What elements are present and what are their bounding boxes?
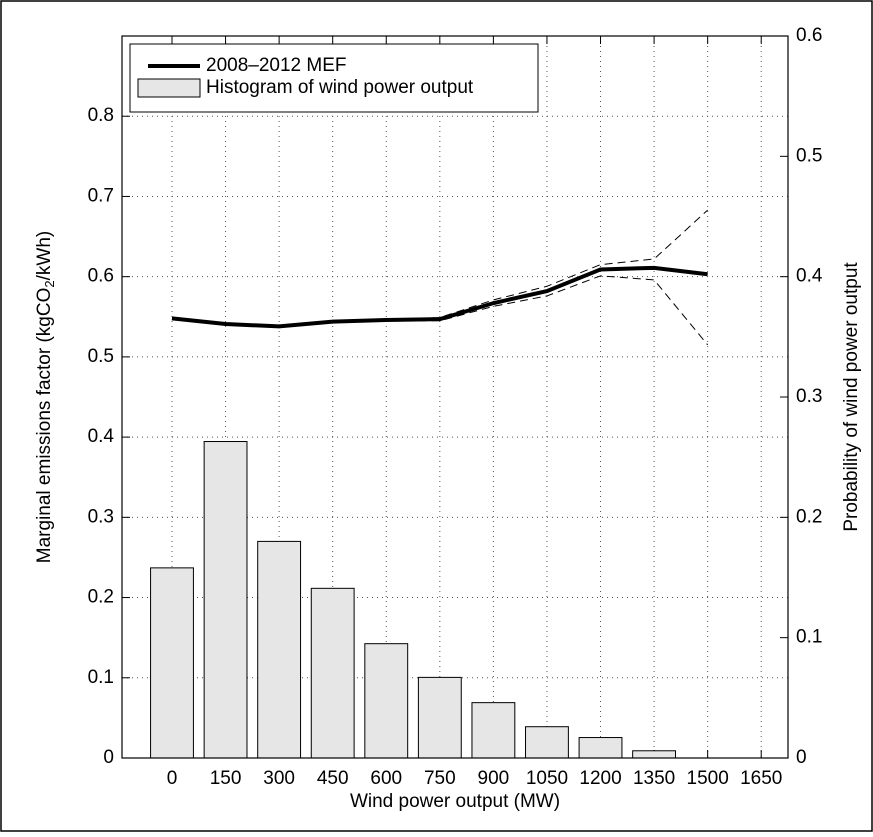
x-tick-label: 1200: [579, 768, 621, 789]
bar: [632, 750, 677, 759]
x-tick-label: 900: [478, 768, 510, 789]
y-tick-label: 0.7: [88, 185, 114, 206]
x-tick-label: 300: [263, 768, 295, 789]
y-tick-label: 0.5: [88, 346, 114, 367]
plot-border: [121, 35, 789, 759]
y-tick-label: 0.4: [88, 426, 115, 447]
x-tick-label: 750: [424, 768, 456, 789]
bound-line: [171, 209, 708, 327]
legend-swatch: [137, 78, 201, 98]
y-tick-label: 0.6: [88, 266, 114, 287]
bar: [364, 643, 409, 759]
x-tick-label: 1650: [740, 768, 782, 789]
y2-tick-label: 0.1: [796, 627, 822, 648]
y-tick-label: 0.1: [88, 667, 114, 688]
x-tick-label: 450: [317, 768, 349, 789]
y2-tick-label: 0.5: [796, 145, 822, 166]
bar: [203, 441, 248, 759]
bar: [525, 726, 569, 759]
legend-label: Histogram of wind power output: [206, 77, 474, 98]
legend-box: [129, 43, 539, 113]
y-axis-label: Marginal emissions factor (kgCO2/kWh): [34, 231, 57, 563]
y-tick-label: 0.8: [88, 105, 114, 126]
x-tick-label: 1500: [687, 768, 729, 789]
y-tick-label: 0: [103, 747, 114, 768]
y-tick-label: 0.3: [88, 506, 114, 527]
y2-tick-label: 0.6: [796, 25, 822, 46]
y-tick-label: 0.2: [88, 587, 114, 608]
x-tick-label: 1050: [526, 768, 568, 789]
x-tick-label: 0: [167, 768, 178, 789]
legend-label: 2008–2012 MEF: [206, 55, 347, 76]
x-axis-label: Wind power output (MW): [350, 791, 560, 812]
y-label-part: Marginal emissions factor (kgCO: [34, 288, 55, 564]
bar: [417, 676, 462, 759]
y-label-sub: 2: [42, 280, 57, 287]
bar: [471, 702, 516, 759]
x-tick-label: 1350: [633, 768, 675, 789]
bar: [578, 737, 623, 759]
x-tick-label: 600: [370, 768, 402, 789]
y-label-part: /kWh): [34, 231, 55, 281]
y2-tick-label: 0: [796, 747, 807, 768]
y2-tick-label: 0.2: [796, 506, 822, 527]
bar: [310, 587, 355, 759]
line: [171, 265, 708, 329]
y2-axis-label: Probability of wind power output: [841, 262, 862, 532]
y2-tick-label: 0.3: [796, 386, 822, 407]
x-tick-label: 150: [210, 768, 242, 789]
bar: [257, 540, 302, 759]
bar: [150, 567, 194, 759]
y2-tick-label: 0.4: [796, 266, 823, 287]
